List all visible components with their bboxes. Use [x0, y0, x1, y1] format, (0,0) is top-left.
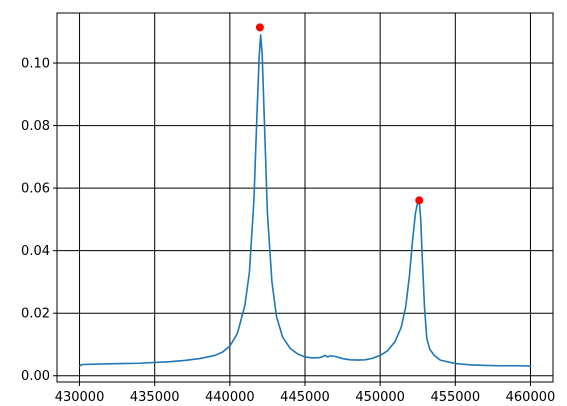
x-tick-label: 430000 — [55, 390, 105, 405]
grid — [57, 13, 553, 382]
axis-ticks: 430000 435000 440000 445000 450000 455000 4600… — [21, 57, 555, 405]
x-tick-label: 435000 — [130, 390, 180, 405]
peak-marker — [255, 23, 264, 32]
y-tick-label: 0.04 — [21, 244, 50, 259]
x-tick-label: 445000 — [280, 390, 330, 405]
y-tick-label: 0.02 — [21, 307, 50, 322]
peak-marker — [415, 196, 424, 205]
data-layer — [78, 23, 532, 367]
y-tick-label: 0.10 — [21, 57, 50, 72]
y-tick-label: 0.06 — [21, 182, 50, 197]
x-tick-label: 455000 — [430, 390, 480, 405]
y-tick-label: 0.00 — [21, 369, 50, 384]
y-tick-label: 0.08 — [21, 119, 50, 134]
x-tick-label: 460000 — [506, 390, 556, 405]
series-line — [78, 34, 532, 367]
x-tick-label: 450000 — [355, 390, 405, 405]
x-tick-label: 440000 — [205, 390, 255, 405]
axes-frame — [56, 12, 554, 383]
